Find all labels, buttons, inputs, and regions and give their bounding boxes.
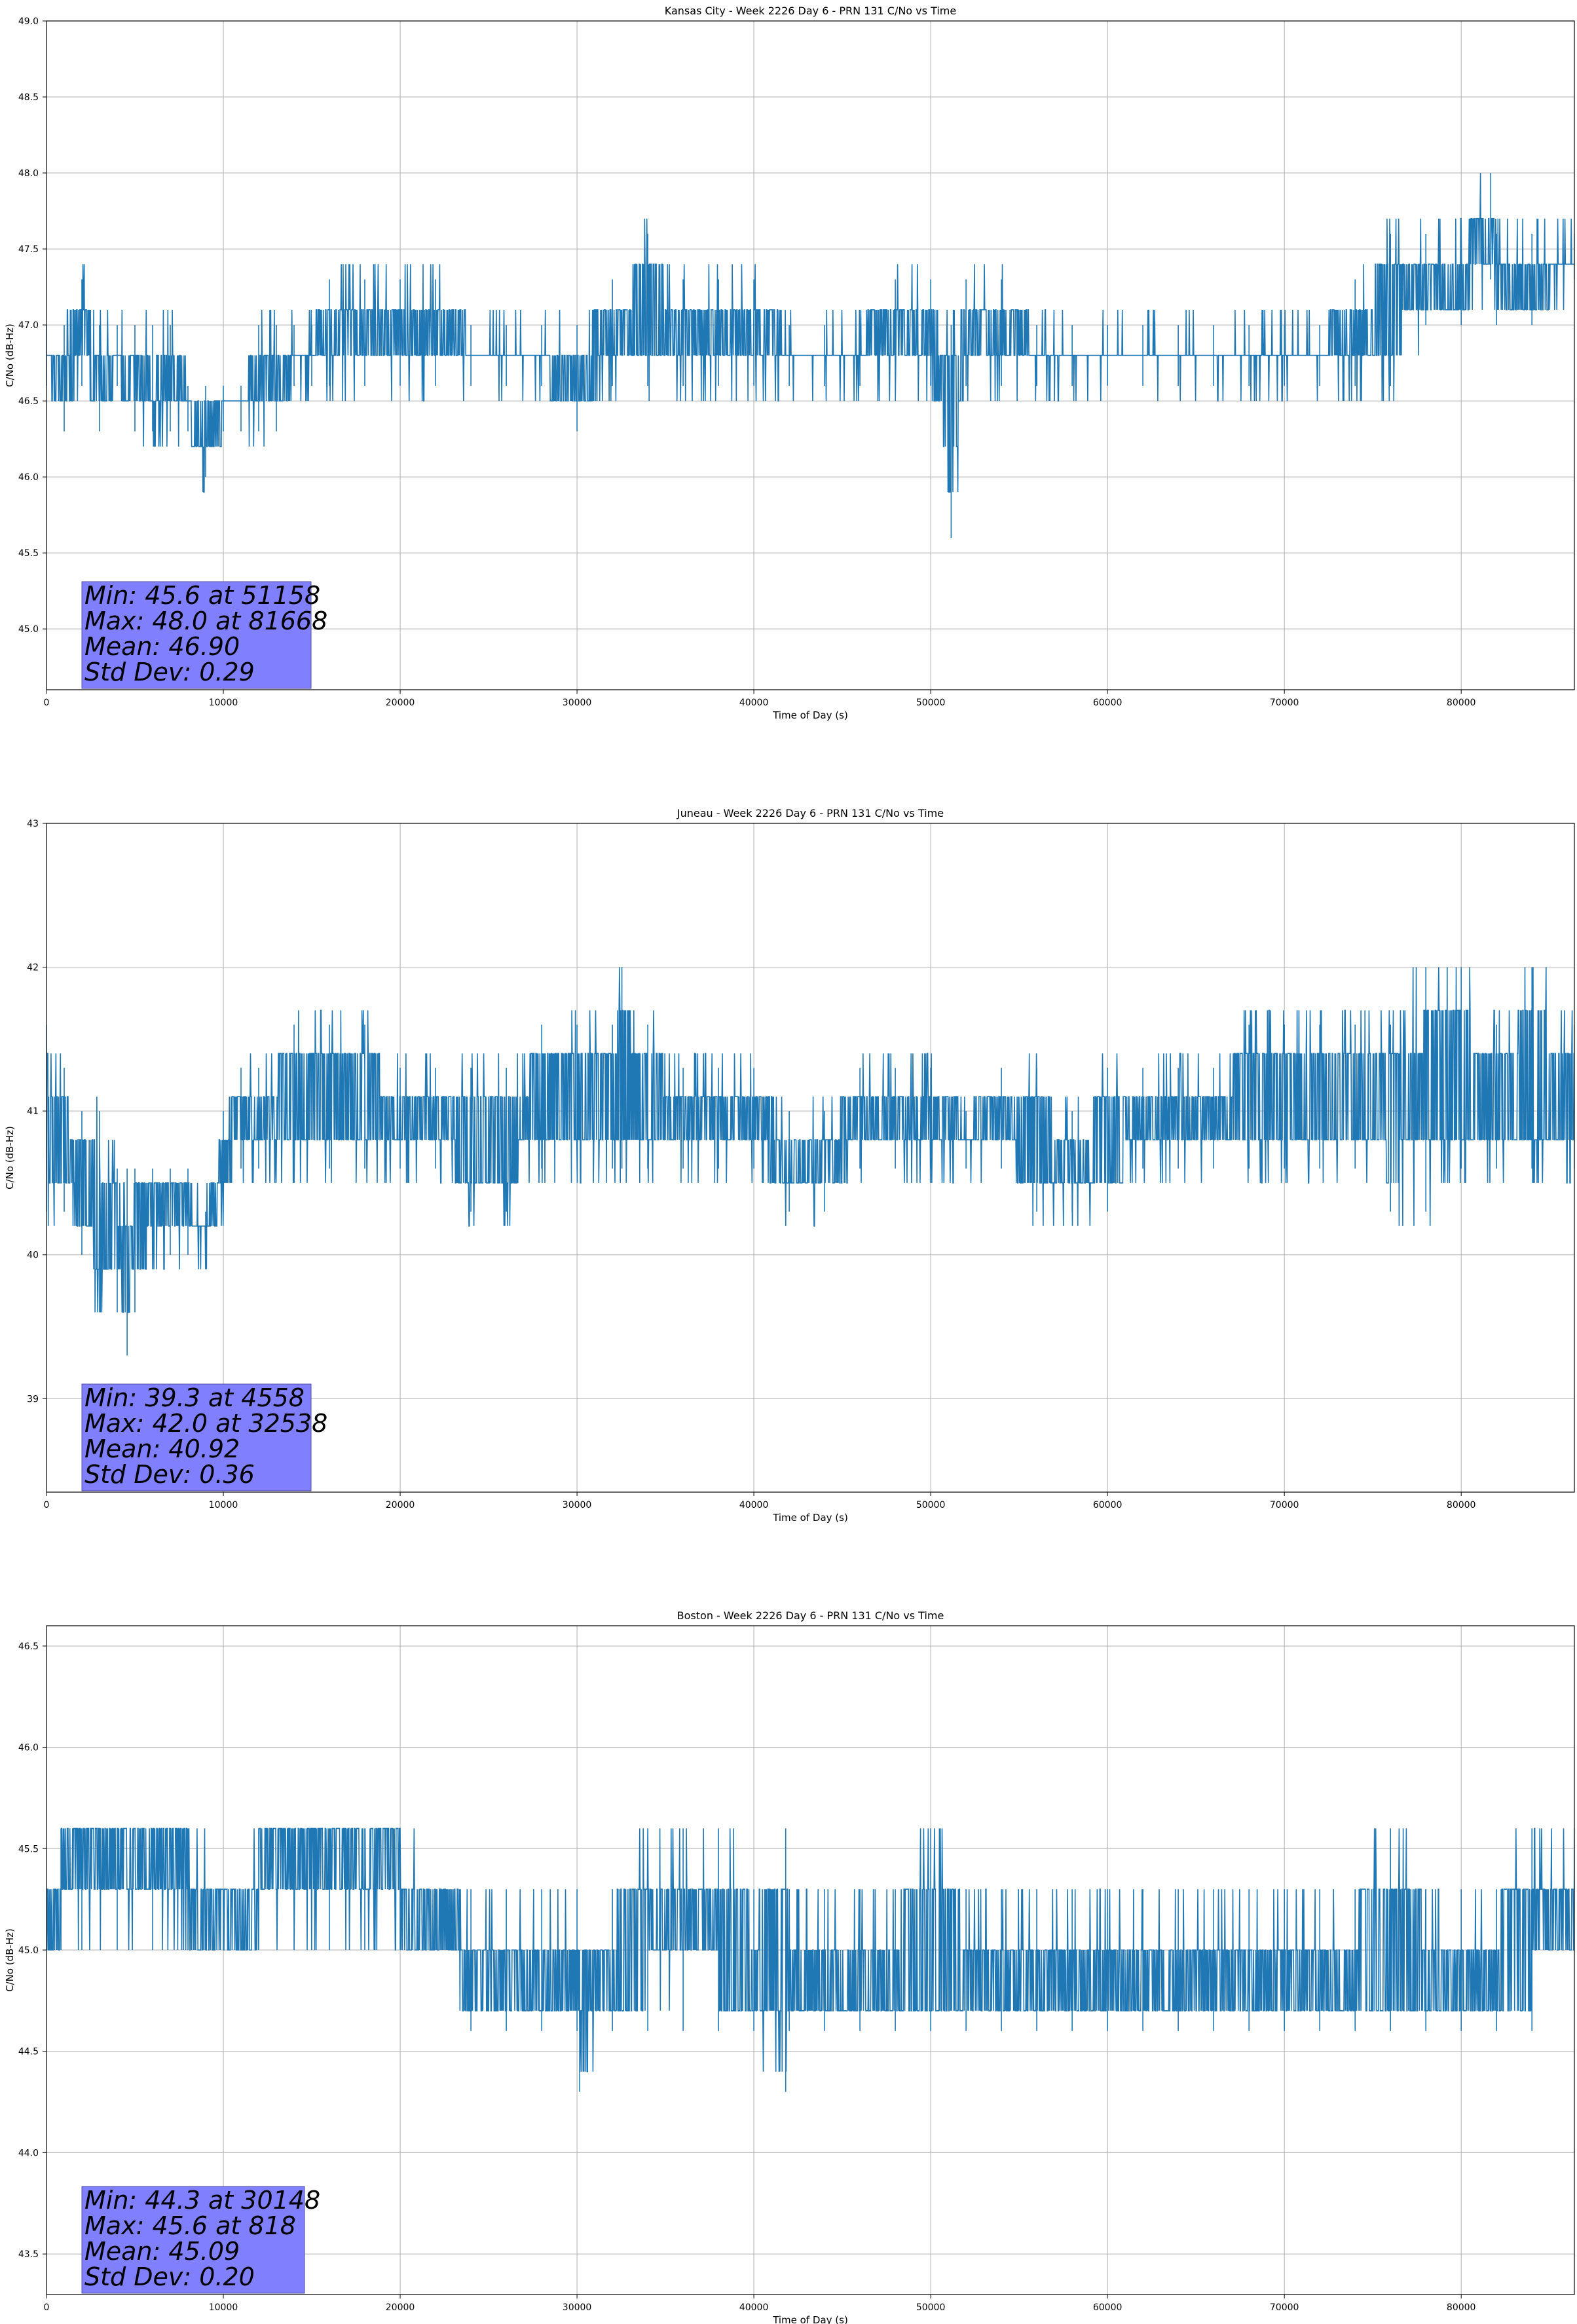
stats-max: Max: 48.0 at 81668: [84, 607, 327, 635]
y-tick-label: 48.5: [18, 92, 39, 103]
y-tick-label: 49.0: [18, 16, 39, 27]
stats-std: Std Dev: 0.36: [84, 1460, 255, 1489]
stats-min: Min: 45.6 at 51158: [84, 581, 320, 610]
x-axis-label: Time of Day (s): [772, 1512, 848, 1524]
chart-panel-2: 0 10000 20000 30000 40000 50000 60000 70000 8000…: [4, 807, 1575, 1524]
x-tick-label: 10000: [209, 1500, 238, 1510]
x-tick-label: 0: [44, 2302, 50, 2313]
y-tick-label: 46.5: [18, 396, 39, 407]
y-tick-label: 41: [27, 1106, 39, 1117]
stats-min: Min: 44.3 at 30148: [84, 2186, 320, 2215]
x-axis-label: Time of Day (s): [772, 2314, 848, 2324]
y-tick-label: 46.0: [18, 1743, 39, 1753]
y-tick-label: 45.0: [18, 1945, 39, 1956]
x-tick-label: 60000: [1093, 2302, 1122, 2313]
chart-title: Boston - Week 2226 Day 6 - PRN 131 C/No …: [677, 1609, 944, 1622]
x-tick-label: 70000: [1270, 698, 1299, 708]
axes-frame: [46, 1625, 1575, 2295]
x-tick-label: 70000: [1270, 1500, 1299, 1510]
x-tick-label: 50000: [916, 698, 946, 708]
x-tick-label: 80000: [1447, 1500, 1476, 1510]
x-tick-label: 10000: [209, 698, 238, 708]
y-tick-label: 44.5: [18, 2047, 39, 2057]
y-axis-label: C/No (dB-Hz): [4, 324, 16, 387]
stats-box: [81, 2186, 305, 2294]
stats-std: Std Dev: 0.20: [84, 2262, 255, 2291]
x-tick-label: 30000: [563, 698, 592, 708]
x-tick-label: 80000: [1447, 698, 1476, 708]
x-axis-label: Time of Day (s): [772, 709, 848, 721]
x-tick-label: 70000: [1270, 2302, 1299, 2313]
y-tick-label: 45.0: [18, 624, 39, 635]
y-tick-label: 44.0: [18, 2148, 39, 2158]
stats-mean: Mean: 45.09: [84, 2237, 240, 2266]
x-tick-label: 0: [44, 1500, 50, 1510]
x-tick-label: 40000: [739, 2302, 769, 2313]
y-axis-label: C/No (dB-Hz): [4, 1126, 16, 1190]
x-tick-label: 40000: [739, 698, 769, 708]
y-tick-label: 46.0: [18, 472, 39, 483]
stats-max: Max: 42.0 at 32538: [84, 1409, 327, 1438]
stats-box: [81, 1383, 312, 1491]
stats-mean: Mean: 40.92: [84, 1434, 240, 1463]
x-tick-label: 40000: [739, 1500, 769, 1510]
y-tick-label: 46.5: [18, 1641, 39, 1652]
x-tick-label: 20000: [386, 1500, 415, 1510]
y-tick-label: 45.5: [18, 548, 39, 559]
chart-title: Kansas City - Week 2226 Day 6 - PRN 131 …: [665, 5, 956, 17]
stats-max: Max: 45.6 at 818: [84, 2211, 296, 2240]
x-tick-label: 60000: [1093, 698, 1122, 708]
x-tick-label: 30000: [563, 1500, 592, 1510]
x-tick-label: 30000: [563, 2302, 592, 2313]
x-tick-label: 80000: [1447, 2302, 1476, 2313]
chart-panel-3: 0 10000 20000 30000 40000 50000 60000 70000 8000…: [4, 1609, 1575, 2324]
x-tick-label: 10000: [209, 2302, 238, 2313]
x-tick-label: 20000: [386, 698, 415, 708]
x-tick-label: 0: [44, 698, 50, 708]
y-tick-label: 45.5: [18, 1844, 39, 1854]
series-line: [46, 1827, 1574, 2092]
y-tick-label: 48.0: [18, 168, 39, 179]
y-tick-label: 47.5: [18, 244, 39, 255]
y-tick-label: 40: [27, 1250, 39, 1261]
series-line: [46, 172, 1574, 538]
chart-panel-1: 0 10000 20000 30000 40000 50000 60000 70000 8000…: [4, 5, 1575, 721]
x-tick-label: 50000: [916, 1500, 946, 1510]
y-axis-label: C/No (dB-Hz): [4, 1928, 16, 1992]
x-tick-label: 50000: [916, 2302, 946, 2313]
x-tick-label: 20000: [386, 2302, 415, 2313]
stats-std: Std Dev: 0.29: [84, 658, 255, 686]
y-tick-label: 43.5: [18, 2249, 39, 2260]
y-tick-label: 39: [27, 1394, 39, 1404]
y-tick-label: 43: [27, 819, 39, 829]
grid: [46, 20, 1574, 690]
stats-box: [81, 581, 312, 689]
axes-frame: [46, 20, 1575, 690]
y-tick-label: 42: [27, 963, 39, 973]
x-tick-label: 60000: [1093, 1500, 1122, 1510]
chart-title: Juneau - Week 2226 Day 6 - PRN 131 C/No …: [677, 807, 944, 819]
y-tick-label: 47.0: [18, 320, 39, 331]
stats-mean: Mean: 46.90: [84, 632, 240, 661]
axes-frame: [46, 823, 1575, 1493]
stats-min: Min: 39.3 at 4558: [84, 1383, 305, 1412]
series-line: [46, 967, 1574, 1356]
